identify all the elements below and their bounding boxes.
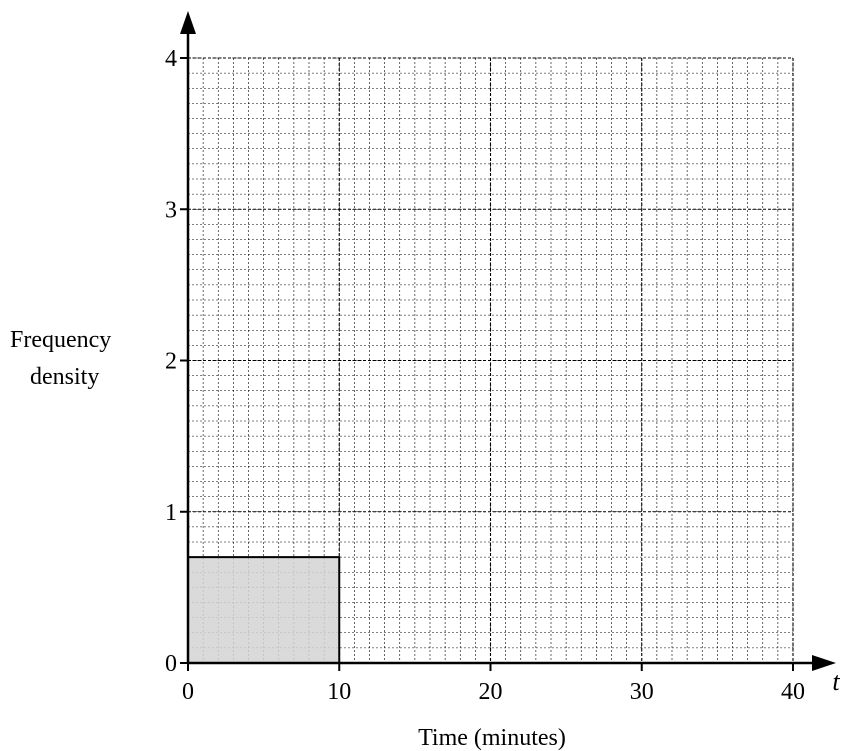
histogram-bar	[187, 556, 341, 664]
tick-labels: 0 10 20 30 40 0 1 2 3 4	[165, 46, 805, 705]
x-tick-label: 20	[479, 679, 503, 705]
y-tick-label: 2	[165, 349, 177, 375]
x-axis-variable: t	[832, 667, 840, 696]
y-axis-title-line2: density	[30, 364, 99, 390]
y-tick-label: 3	[165, 197, 177, 223]
y-axis-title-line1: Frequency	[10, 327, 111, 353]
y-tick-label: 1	[165, 500, 177, 526]
x-axis-title: Time (minutes)	[418, 725, 566, 751]
axis-ticks	[180, 57, 794, 671]
x-tick-label: 30	[630, 679, 654, 705]
y-tick-label: 0	[165, 651, 177, 677]
histogram-bars	[187, 556, 341, 664]
x-axis-arrowhead	[812, 655, 836, 671]
x-tick-label: 40	[781, 679, 805, 705]
x-tick-label: 10	[327, 679, 351, 705]
y-axis-arrowhead	[180, 11, 196, 34]
y-tick-label: 4	[165, 46, 177, 72]
x-tick-label: 0	[182, 679, 194, 705]
axes	[180, 11, 836, 671]
